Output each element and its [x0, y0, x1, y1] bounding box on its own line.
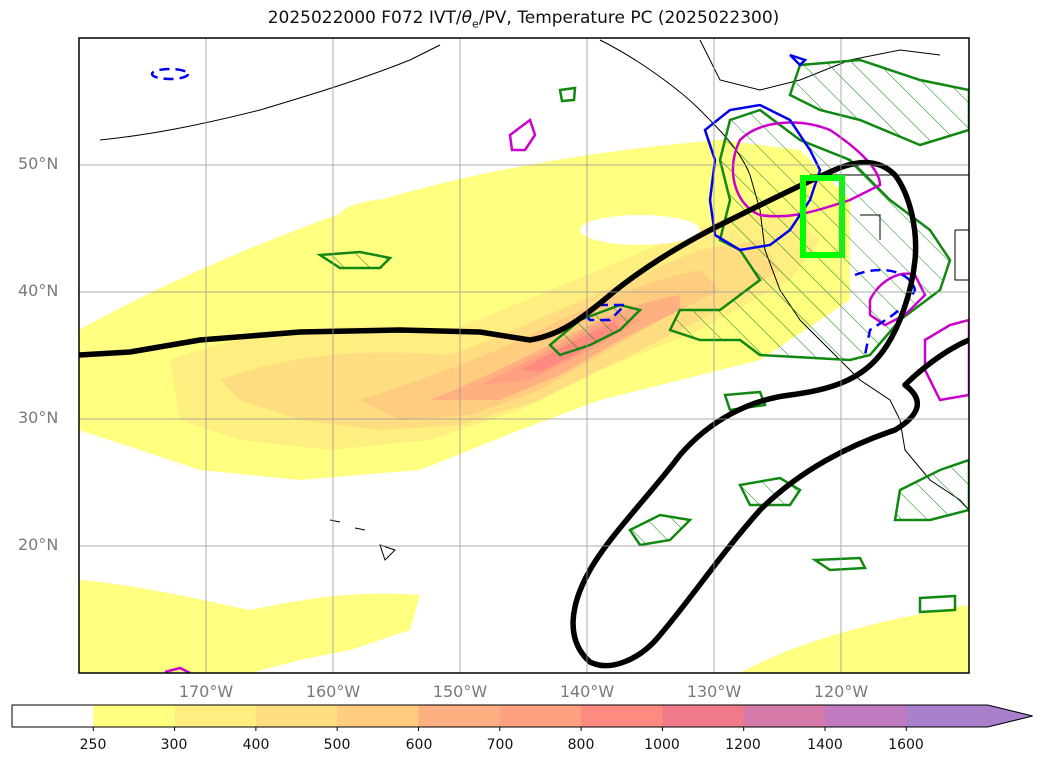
lon-label-160w: 160°W — [305, 682, 361, 701]
colorbar-segment — [418, 705, 501, 727]
lon-label-140w: 140°W — [559, 682, 615, 701]
region-box — [800, 175, 845, 258]
ivt-250-se — [740, 605, 969, 673]
colorbar-segment — [743, 705, 826, 727]
colorbar-extend-arrow — [987, 705, 1033, 727]
map-content — [79, 38, 969, 673]
lat-label-20: 20°N — [18, 535, 59, 554]
colorbar-segment — [12, 705, 94, 727]
hatch-region-s3 — [723, 390, 767, 412]
map-frame — [78, 37, 970, 674]
colorbar-tick-1400: 1400 — [807, 737, 843, 753]
colorbar-segment — [906, 705, 989, 727]
lat-label-50: 50°N — [18, 154, 59, 173]
ivt-white-gap-2 — [340, 197, 500, 233]
hatch-region-w1 — [316, 250, 393, 270]
ivt-250-south — [79, 580, 420, 673]
colorbar-segment — [662, 705, 745, 727]
colorbar-outline — [11, 704, 1033, 728]
colorbar-tick-500: 500 — [323, 737, 351, 753]
hatched-regions — [316, 58, 969, 614]
colorbar-tick-1000: 1000 — [644, 737, 680, 753]
colorbar-segment — [93, 705, 176, 727]
title-text-rest: /PV, Temperature PC (2025022300) — [478, 8, 780, 28]
colorbar-tick-600: 600 — [405, 737, 433, 753]
hatch-region-s2 — [628, 513, 693, 547]
hatch-region-s4 — [811, 556, 867, 572]
hatch-region-nw — [788, 58, 969, 147]
colorbar-segment — [174, 705, 257, 727]
colorbar-segment — [499, 705, 582, 727]
colorbar-segment — [255, 705, 338, 727]
title-theta: θ — [461, 8, 473, 28]
ivt-white-gap — [580, 215, 700, 245]
colorbar-segment — [825, 705, 907, 727]
hatch-region-s5 — [918, 594, 957, 614]
title-text: 2025022000 F072 IVT/ — [267, 8, 462, 28]
title-subscript: e — [472, 17, 479, 31]
colorbar-tick-300: 300 — [160, 737, 188, 753]
lat-label-40: 40°N — [18, 281, 59, 300]
temperature-pc-contour — [79, 159, 969, 669]
lon-label-120w: 120°W — [813, 682, 869, 701]
colorbar-segment — [581, 705, 663, 727]
hatch-region-n1 — [558, 86, 577, 103]
colorbar-tick-1200: 1200 — [725, 737, 761, 753]
lon-label-170w: 170°W — [178, 682, 234, 701]
lat-label-30: 30°N — [18, 408, 59, 427]
colorbar-tick-1600: 1600 — [888, 737, 924, 753]
colorbar-tick-400: 400 — [242, 737, 270, 753]
colorbar-tick-700: 700 — [486, 737, 514, 753]
lon-label-150w: 150°W — [432, 682, 488, 701]
colorbar-tick-250: 250 — [79, 737, 107, 753]
hatch-region-se — [893, 458, 969, 522]
colorbar-segment — [337, 705, 419, 727]
map-title: 2025022000 F072 IVT/θe/PV, Temperature P… — [0, 8, 1047, 30]
colorbar-tick-800: 800 — [567, 737, 595, 753]
lon-label-130w: 130°W — [686, 682, 742, 701]
gridlines — [79, 38, 969, 673]
colorbar — [11, 704, 1033, 731]
